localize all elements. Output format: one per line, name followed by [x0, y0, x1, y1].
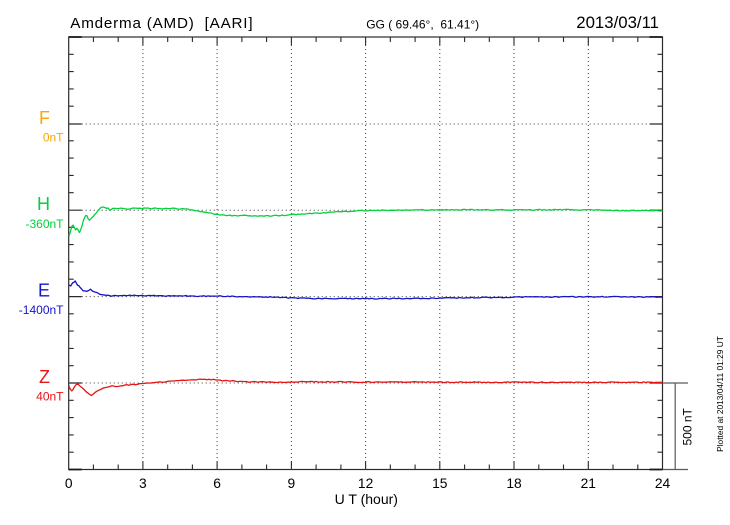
svg-text:24: 24: [655, 476, 671, 491]
svg-text:Plotted at 2013/04/11 01:29 UT: Plotted at 2013/04/11 01:29 UT: [715, 336, 725, 452]
svg-text:F: F: [39, 108, 50, 128]
svg-text:6: 6: [213, 476, 221, 491]
svg-text:9: 9: [288, 476, 296, 491]
svg-text:E: E: [38, 281, 50, 301]
svg-text:21: 21: [581, 476, 596, 491]
svg-text:GG ( 69.46°, 61.41°): GG ( 69.46°, 61.41°): [366, 18, 479, 32]
svg-text:2013/03/11: 2013/03/11: [576, 13, 659, 32]
svg-text:3: 3: [139, 476, 147, 491]
svg-text:-1400nT: -1400nT: [19, 303, 64, 317]
svg-text:0nT: 0nT: [43, 131, 64, 145]
svg-text:0: 0: [65, 476, 73, 491]
svg-text:40nT: 40nT: [36, 390, 64, 404]
svg-text:Z: Z: [39, 367, 50, 387]
svg-text:-360nT: -360nT: [25, 217, 64, 231]
svg-text:H: H: [37, 194, 50, 214]
svg-text:18: 18: [506, 476, 522, 491]
svg-text:500 nT: 500 nT: [681, 407, 695, 445]
svg-text:15: 15: [432, 476, 448, 491]
svg-text:U T (hour): U T (hour): [335, 491, 398, 507]
svg-text:Amderma (AMD) [AARI]: Amderma (AMD) [AARI]: [70, 15, 253, 32]
svg-text:12: 12: [358, 476, 373, 491]
